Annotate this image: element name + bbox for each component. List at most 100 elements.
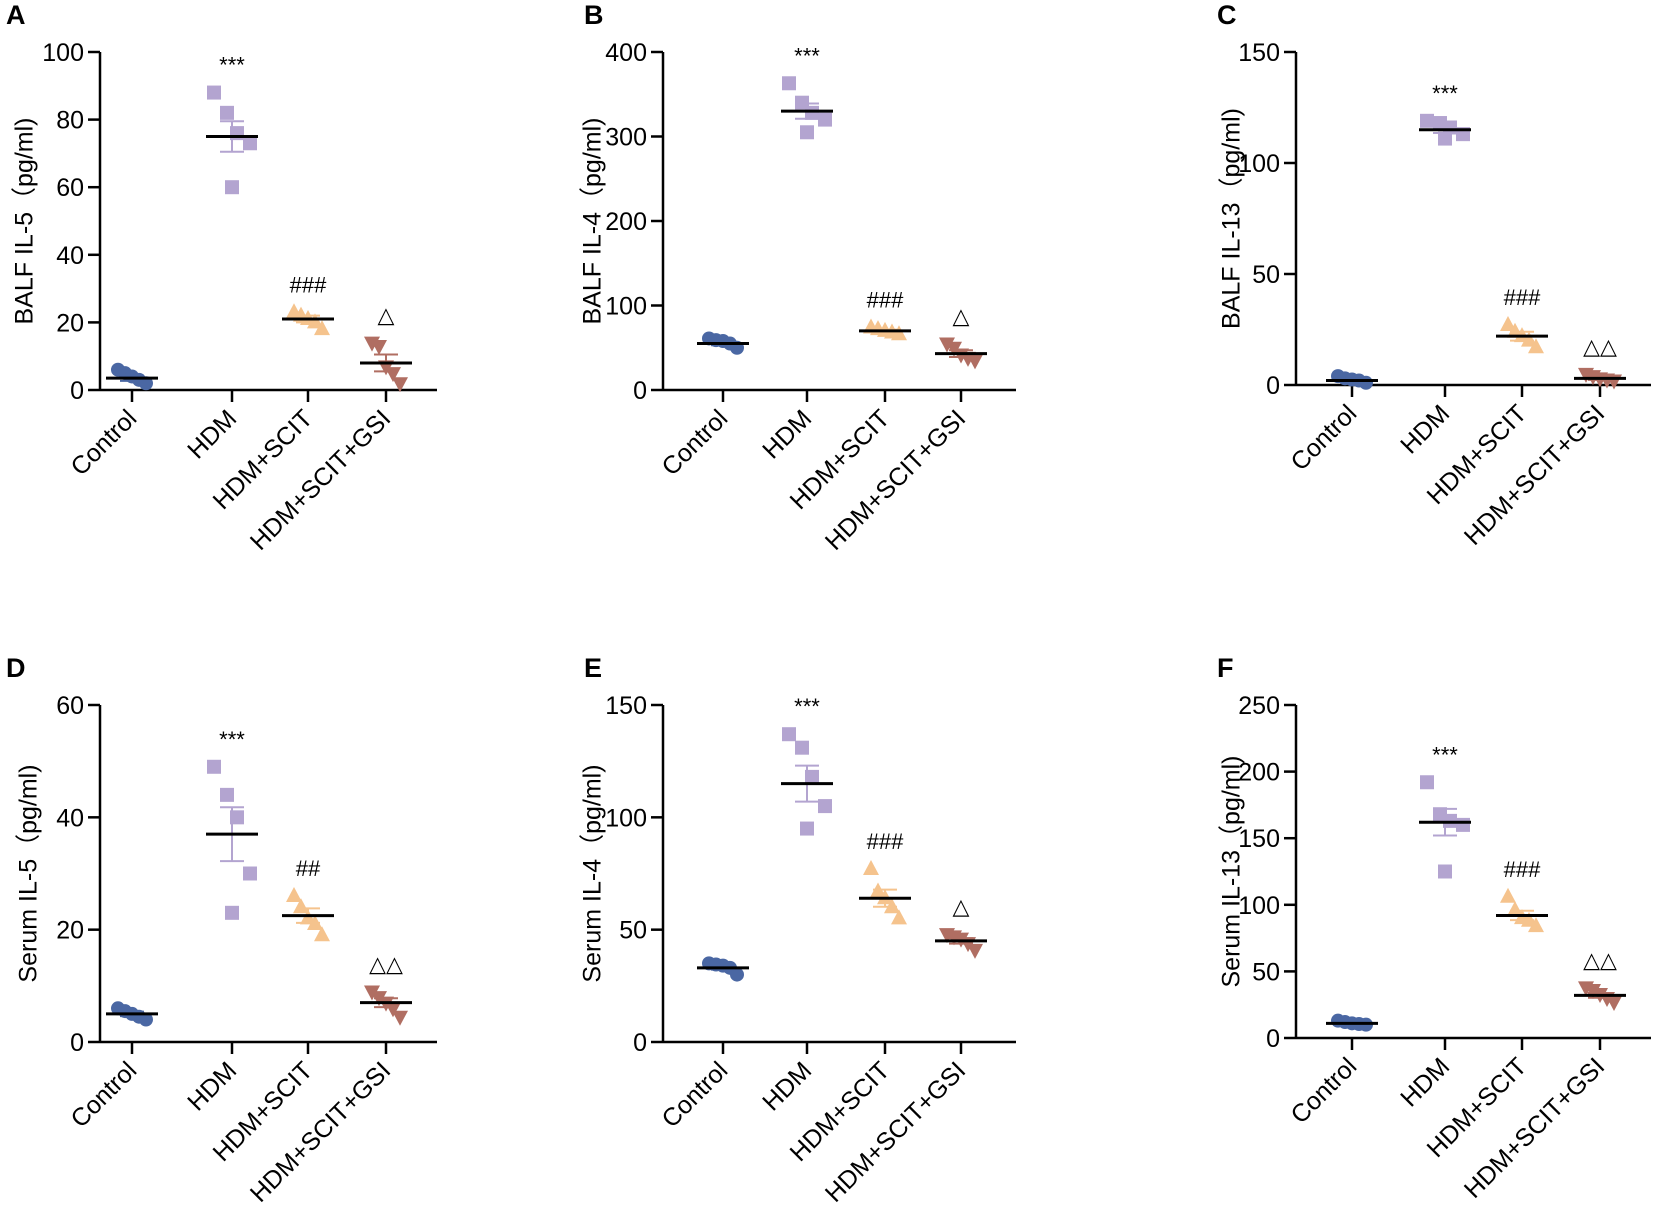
x-tick-label: HDM bbox=[757, 1056, 817, 1116]
y-tick-label: 100 bbox=[605, 804, 647, 832]
data-point bbox=[385, 367, 401, 383]
y-tick-label: 200 bbox=[1238, 759, 1280, 787]
data-point bbox=[1528, 338, 1544, 354]
panel-F: F 0 50 100 150 200 250 Serum IL-13（pg/ml) Contro… bbox=[1217, 653, 1651, 1204]
y-tick-label: 50 bbox=[619, 917, 647, 945]
data-point bbox=[782, 727, 796, 742]
data-point bbox=[364, 985, 380, 1001]
data-point bbox=[293, 898, 309, 914]
data-point bbox=[392, 377, 408, 393]
series-hdm-scit: ### bbox=[859, 829, 911, 925]
y-tick-label: 150 bbox=[605, 692, 647, 720]
x-tick-label: Control bbox=[65, 404, 142, 481]
data-point bbox=[870, 882, 886, 898]
significance-annotation: *** bbox=[794, 43, 820, 68]
y-axis-title: BALF IL-4（pg/ml) bbox=[579, 117, 607, 324]
y-tick-label: 50 bbox=[1252, 261, 1280, 289]
data-point bbox=[225, 905, 239, 920]
x-tick-label: HDM+SCIT+GSI bbox=[1459, 1052, 1610, 1203]
data-point bbox=[371, 991, 387, 1007]
data-point bbox=[392, 1010, 408, 1026]
y-tick-label: 100 bbox=[1238, 150, 1280, 178]
panel-C: C 0 50 100 150 BALF IL-13（pg/ml) Control HDMHDM… bbox=[1217, 0, 1651, 551]
panel-letter: B bbox=[584, 0, 604, 30]
data-point bbox=[805, 105, 819, 120]
y-axis-title: BALF IL-13（pg/ml) bbox=[1218, 108, 1246, 329]
series-hdm-scit: ### bbox=[282, 272, 334, 336]
data-point bbox=[1420, 775, 1434, 790]
y-tick-label: 300 bbox=[605, 124, 647, 152]
y-tick-label: 80 bbox=[56, 107, 84, 135]
y-tick-label: 0 bbox=[70, 1029, 84, 1057]
significance-annotation: *** bbox=[794, 694, 820, 719]
significance-annotation: △ bbox=[953, 304, 970, 329]
data-point bbox=[884, 898, 900, 914]
significance-annotation: *** bbox=[219, 727, 245, 752]
data-point bbox=[314, 320, 330, 336]
data-point bbox=[818, 112, 832, 127]
x-tick-label: HDM+SCIT+GSI bbox=[820, 1056, 971, 1207]
series-hdm: *** bbox=[781, 43, 833, 140]
y-tick-label: 60 bbox=[56, 692, 84, 720]
x-tick-label: HDM bbox=[1395, 1052, 1455, 1112]
significance-annotation: ### bbox=[867, 829, 904, 854]
data-point bbox=[385, 1002, 401, 1018]
data-point bbox=[967, 354, 983, 370]
series-control bbox=[106, 362, 158, 391]
data-point bbox=[220, 105, 234, 120]
data-point bbox=[1359, 375, 1373, 390]
y-tick-label: 100 bbox=[1238, 892, 1280, 920]
significance-annotation: *** bbox=[1432, 81, 1458, 106]
significance-annotation: *** bbox=[219, 53, 245, 78]
data-point bbox=[891, 325, 907, 341]
data-point bbox=[139, 376, 153, 391]
panel-B: B 0 100 200 300 400 BALF IL-4（pg/ml) Control HDM… bbox=[579, 0, 1016, 556]
series-control bbox=[697, 956, 749, 982]
series-hdm: *** bbox=[1419, 81, 1471, 146]
series-hdm-scit: ## bbox=[282, 856, 334, 942]
x-tick-label: HDM+SCIT+GSI bbox=[820, 404, 971, 555]
data-point bbox=[230, 810, 244, 825]
y-tick-label: 200 bbox=[605, 208, 647, 236]
y-tick-label: 0 bbox=[70, 377, 84, 405]
data-point bbox=[1606, 996, 1622, 1012]
data-point bbox=[139, 1012, 153, 1027]
data-point bbox=[1438, 131, 1452, 146]
x-tick-label: HDM bbox=[757, 404, 817, 464]
data-point bbox=[805, 769, 819, 784]
significance-annotation: ### bbox=[867, 287, 904, 312]
data-point bbox=[863, 860, 879, 876]
x-tick-label: Control bbox=[1285, 399, 1362, 476]
data-point bbox=[220, 787, 234, 802]
data-point bbox=[243, 136, 257, 151]
series-hdm-scit: ### bbox=[859, 287, 911, 341]
data-point bbox=[307, 313, 323, 329]
significance-annotation: ### bbox=[1504, 857, 1541, 882]
y-axis-title: Serum IL-13（pg/ml) bbox=[1218, 755, 1246, 987]
data-point bbox=[967, 943, 983, 959]
series-control bbox=[1326, 369, 1378, 390]
y-axis-title: Serum IL-4（pg/ml) bbox=[579, 764, 607, 982]
data-point bbox=[314, 926, 330, 942]
panel-letter: E bbox=[584, 653, 602, 683]
series-hdm: *** bbox=[1419, 742, 1471, 879]
data-point bbox=[800, 821, 814, 836]
significance-annotation: △△ bbox=[369, 951, 403, 976]
y-tick-label: 400 bbox=[605, 39, 647, 67]
series-control bbox=[106, 1001, 158, 1027]
y-axis-title: Serum IL-5（pg/ml) bbox=[15, 764, 43, 982]
data-point bbox=[243, 866, 257, 881]
data-point bbox=[939, 337, 955, 353]
significance-annotation: △△ bbox=[1583, 947, 1617, 972]
y-tick-label: 60 bbox=[56, 174, 84, 202]
series-hdm-scit-gsi: △△ bbox=[1574, 334, 1626, 390]
data-point bbox=[1585, 984, 1601, 1000]
series-control bbox=[697, 331, 749, 355]
data-point bbox=[782, 76, 796, 91]
y-tick-label: 0 bbox=[1266, 372, 1280, 400]
data-point bbox=[891, 909, 907, 925]
x-tick-label: HDM+SCIT+GSI bbox=[245, 1056, 396, 1207]
x-tick-label: Control bbox=[656, 1056, 733, 1133]
series-control bbox=[1326, 1013, 1378, 1032]
